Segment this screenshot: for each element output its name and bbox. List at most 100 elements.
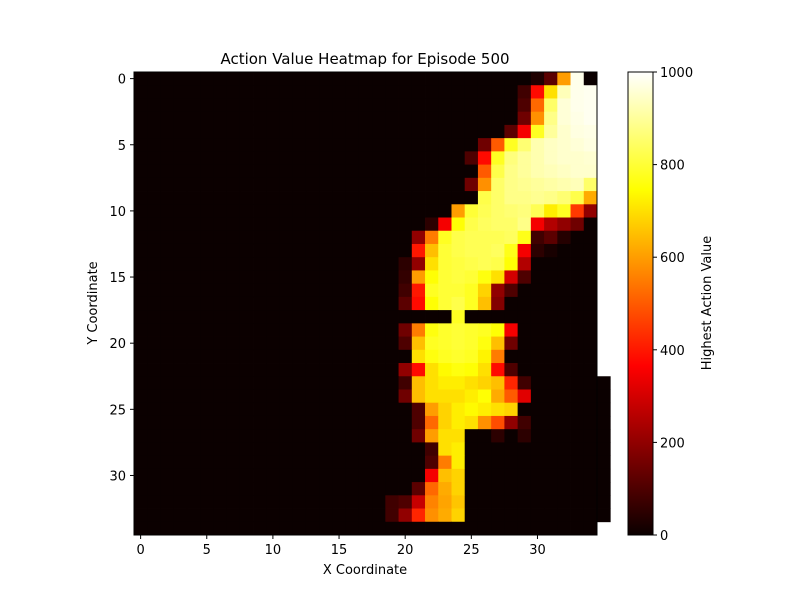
heatmap-cell (570, 310, 585, 324)
heatmap-cell (385, 508, 399, 523)
heatmap-cell (425, 482, 439, 496)
heatmap-cell (544, 482, 558, 496)
heatmap-cell (173, 482, 188, 496)
heatmap-cell (491, 310, 505, 324)
heatmap-cell (425, 164, 439, 179)
heatmap-cell (213, 124, 227, 139)
heatmap-cell (517, 283, 532, 298)
heatmap-cell (570, 521, 585, 536)
heatmap-cell (557, 349, 571, 364)
heatmap-cell (173, 521, 188, 536)
heatmap-cell (491, 363, 505, 377)
heatmap-cell (451, 363, 466, 377)
heatmap-cell (173, 283, 188, 298)
heatmap-cell (517, 138, 532, 152)
heatmap-cell (570, 323, 585, 337)
heatmap-cell (491, 468, 505, 483)
heatmap-cell (464, 296, 479, 311)
heatmap-cell (477, 283, 492, 298)
heatmap-cell (292, 257, 307, 271)
heatmap-cell (213, 270, 227, 285)
heatmap-cell (345, 482, 360, 496)
heatmap-cell (398, 98, 413, 113)
heatmap-cell (385, 429, 399, 443)
heatmap-cell (226, 468, 241, 483)
heatmap-cell (477, 72, 492, 86)
heatmap-cell (319, 98, 333, 113)
heatmap-cell (332, 402, 347, 417)
heatmap-cell (147, 124, 161, 139)
heatmap-cell (213, 151, 227, 165)
heatmap-cell (173, 270, 188, 285)
heatmap-cell (226, 415, 241, 430)
heatmap-cell (292, 376, 307, 390)
heatmap-cell (451, 177, 466, 192)
heatmap-cell (570, 455, 585, 470)
heatmap-cell (530, 230, 545, 245)
heatmap-cell (134, 402, 148, 417)
heatmap-cell (425, 177, 439, 192)
heatmap-cell (147, 72, 161, 86)
heatmap-cell (464, 508, 479, 523)
heatmap-cell (226, 85, 241, 99)
heatmap-cell (253, 124, 267, 139)
heatmap-cell (319, 455, 333, 470)
heatmap-cell (451, 336, 466, 351)
heatmap-cell (160, 336, 175, 351)
heatmap-cell (266, 72, 280, 86)
heatmap-cell (200, 164, 214, 179)
heatmap-cell (292, 151, 307, 165)
heatmap-cell (160, 257, 175, 271)
heatmap-cell (517, 111, 532, 126)
heatmap-cell (411, 495, 426, 509)
heatmap-cell (292, 468, 307, 483)
heatmap-cell (253, 111, 267, 126)
heatmap-cell (186, 191, 201, 205)
heatmap-cell (451, 257, 466, 271)
heatmap-cell (226, 138, 241, 152)
heatmap-cell (345, 323, 360, 337)
heatmap-cell (134, 442, 148, 457)
heatmap-cell (557, 323, 571, 337)
heatmap-cell (398, 164, 413, 179)
heatmap-cell (279, 257, 294, 271)
heatmap-cell (319, 468, 333, 483)
heatmap-cell (438, 455, 452, 470)
heatmap-cell (292, 270, 307, 285)
heatmap-cell (517, 482, 532, 496)
heatmap-cell (544, 257, 558, 271)
heatmap-cell (213, 429, 227, 443)
heatmap-cell (319, 72, 333, 86)
heatmap-cell (345, 230, 360, 245)
heatmap-cell (200, 482, 214, 496)
heatmap-cell (504, 455, 519, 470)
heatmap-cell (279, 468, 294, 483)
heatmap-cell (411, 402, 426, 417)
heatmap-cell (239, 415, 254, 430)
heatmap-cell (200, 296, 214, 311)
heatmap-cell (570, 482, 585, 496)
heatmap-cell (292, 363, 307, 377)
heatmap-cell (517, 429, 532, 443)
heatmap-cell (372, 336, 386, 351)
heatmap-cell (358, 376, 373, 390)
heatmap-cell (425, 376, 439, 390)
heatmap-cell (239, 495, 254, 509)
heatmap-cell (372, 363, 386, 377)
heatmap-cell (411, 482, 426, 496)
heatmap-cell (570, 243, 585, 258)
heatmap-cell (451, 72, 466, 86)
heatmap-cell (292, 296, 307, 311)
heatmap-cell (186, 482, 201, 496)
heatmap-cell (186, 243, 201, 258)
heatmap-cell (504, 482, 519, 496)
heatmap-cell (477, 402, 492, 417)
heatmap-cell (160, 495, 175, 509)
heatmap-cell (491, 349, 505, 364)
heatmap-cell (385, 243, 399, 258)
heatmap-cell (385, 85, 399, 99)
heatmap-cell (279, 177, 294, 192)
heatmap-cell (200, 217, 214, 232)
heatmap-cell (477, 217, 492, 232)
heatmap-cell (544, 389, 558, 404)
